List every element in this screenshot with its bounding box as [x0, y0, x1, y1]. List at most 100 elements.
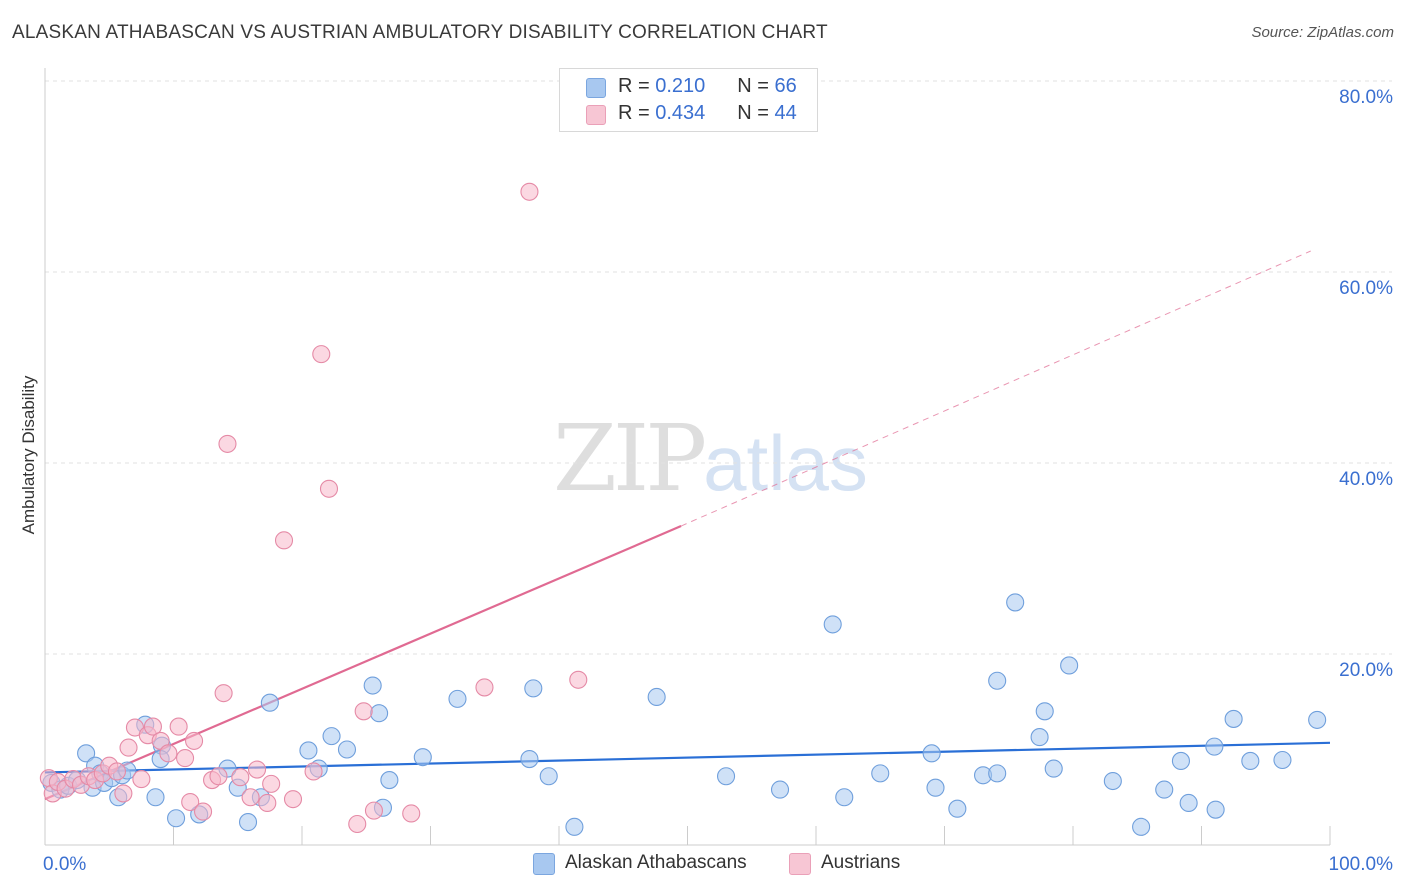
- point-athabascan: [338, 741, 355, 758]
- x-tick-label: 100.0%: [1329, 854, 1394, 875]
- point-austrian: [259, 794, 276, 811]
- y-tick-label: 60.0%: [1339, 278, 1393, 299]
- trend-line-athabascans: [45, 743, 1330, 773]
- point-athabascan: [261, 694, 278, 711]
- bottom-legend-athabascans: Alaskan Athabascans: [533, 852, 773, 878]
- point-athabascan: [1172, 752, 1189, 769]
- legend-n-value: 66: [775, 75, 797, 97]
- point-austrian: [242, 789, 259, 806]
- x-tick-label: 0.0%: [43, 854, 86, 875]
- point-athabascan: [364, 677, 381, 694]
- point-athabascan: [772, 781, 789, 798]
- scatter-chart: 20.0% 40.0% 60.0% 80.0% 0.0% 100.0% Ambulator…: [0, 0, 1406, 892]
- point-athabascan: [949, 800, 966, 817]
- legend-r-value: 0.210: [655, 75, 737, 98]
- legend-n-value: 44: [775, 102, 797, 124]
- point-austrian: [355, 703, 372, 720]
- point-austrian: [177, 750, 194, 767]
- point-athabascan: [381, 772, 398, 789]
- point-austrian: [249, 761, 266, 778]
- point-austrian: [133, 771, 150, 788]
- point-austrian: [232, 769, 249, 786]
- point-athabascan: [1036, 703, 1053, 720]
- point-athabascan: [1309, 711, 1326, 728]
- point-athabascan: [1133, 818, 1150, 835]
- y-tick-label: 40.0%: [1339, 469, 1393, 490]
- point-austrian: [170, 718, 187, 735]
- legend-n-label: N =: [737, 102, 774, 124]
- point-austrian: [195, 803, 212, 820]
- point-athabascan: [525, 680, 542, 697]
- point-austrian: [210, 768, 227, 785]
- trend-line-extension-austrians: [681, 251, 1311, 526]
- y-tick-label: 80.0%: [1339, 87, 1393, 108]
- point-athabascan: [923, 745, 940, 762]
- correlation-legend: R = 0.210 N = 66 R = 0.434 N = 44: [559, 68, 818, 132]
- legend-r-value: 0.434: [655, 102, 737, 125]
- data-points: [40, 183, 1325, 835]
- point-athabascan: [989, 672, 1006, 689]
- point-austrian: [305, 763, 322, 780]
- legend-r-label: R =: [618, 75, 655, 97]
- point-athabascan: [718, 768, 735, 785]
- point-athabascan: [566, 818, 583, 835]
- point-athabascan: [371, 705, 388, 722]
- point-athabascan: [414, 749, 431, 766]
- point-austrian: [186, 732, 203, 749]
- legend-swatch-austrians: [586, 105, 606, 125]
- point-athabascan: [521, 751, 538, 768]
- bottom-legend-label-austrians: Austrians: [821, 852, 900, 874]
- point-austrian: [115, 785, 132, 802]
- bottom-legend-swatch-austrians: [789, 853, 811, 875]
- point-athabascan: [872, 765, 889, 782]
- point-austrian: [215, 685, 232, 702]
- point-athabascan: [1031, 729, 1048, 746]
- point-athabascan: [989, 765, 1006, 782]
- point-athabascan: [540, 768, 557, 785]
- point-austrian: [160, 745, 177, 762]
- point-athabascan: [1242, 752, 1259, 769]
- trend-line-austrians: [45, 526, 681, 799]
- point-athabascan: [1207, 801, 1224, 818]
- point-athabascan: [836, 789, 853, 806]
- point-athabascan: [1180, 794, 1197, 811]
- legend-swatch-athabascans: [586, 78, 606, 98]
- point-athabascan: [648, 688, 665, 705]
- point-athabascan: [1274, 752, 1291, 769]
- point-athabascan: [1104, 773, 1121, 790]
- point-austrian: [365, 802, 382, 819]
- grid-lines: [45, 81, 1392, 654]
- point-athabascan: [300, 742, 317, 759]
- point-athabascan: [927, 779, 944, 796]
- trend-lines: [45, 251, 1330, 799]
- legend-n-label: N =: [737, 75, 774, 97]
- bottom-legend-austrians: Austrians: [789, 852, 929, 878]
- point-austrian: [108, 763, 125, 780]
- point-athabascan: [323, 728, 340, 745]
- point-athabascan: [449, 690, 466, 707]
- y-axis-label: Ambulatory Disability: [19, 375, 38, 534]
- bottom-legend-label-athabascans: Alaskan Athabascans: [565, 852, 747, 874]
- point-austrian: [349, 815, 366, 832]
- point-austrian: [476, 679, 493, 696]
- point-athabascan: [1206, 738, 1223, 755]
- point-athabascan: [168, 810, 185, 827]
- point-athabascan: [824, 616, 841, 633]
- point-austrian: [521, 183, 538, 200]
- point-austrian: [320, 480, 337, 497]
- point-athabascan: [1225, 710, 1242, 727]
- point-austrian: [276, 532, 293, 549]
- point-austrian: [120, 739, 137, 756]
- legend-r-label: R =: [618, 102, 655, 124]
- point-athabascan: [1007, 594, 1024, 611]
- point-austrian: [403, 805, 420, 822]
- bottom-legend-swatch-athabascans: [533, 853, 555, 875]
- point-athabascan: [240, 814, 257, 831]
- point-athabascan: [1156, 781, 1173, 798]
- axes: [45, 68, 1330, 845]
- point-austrian: [570, 671, 587, 688]
- point-athabascan: [1045, 760, 1062, 777]
- point-athabascan: [147, 789, 164, 806]
- y-tick-label: 20.0%: [1339, 660, 1393, 681]
- point-austrian: [285, 791, 302, 808]
